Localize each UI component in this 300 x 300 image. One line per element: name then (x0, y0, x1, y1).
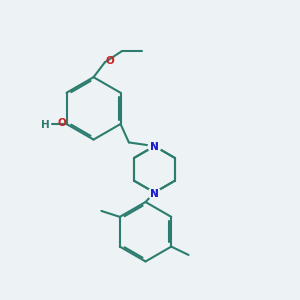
Text: O: O (57, 118, 66, 128)
Text: N: N (150, 188, 159, 199)
Text: N: N (150, 188, 159, 199)
Text: H: H (41, 120, 50, 130)
Text: N: N (150, 142, 159, 152)
Text: O: O (105, 56, 114, 66)
Text: N: N (150, 142, 159, 152)
